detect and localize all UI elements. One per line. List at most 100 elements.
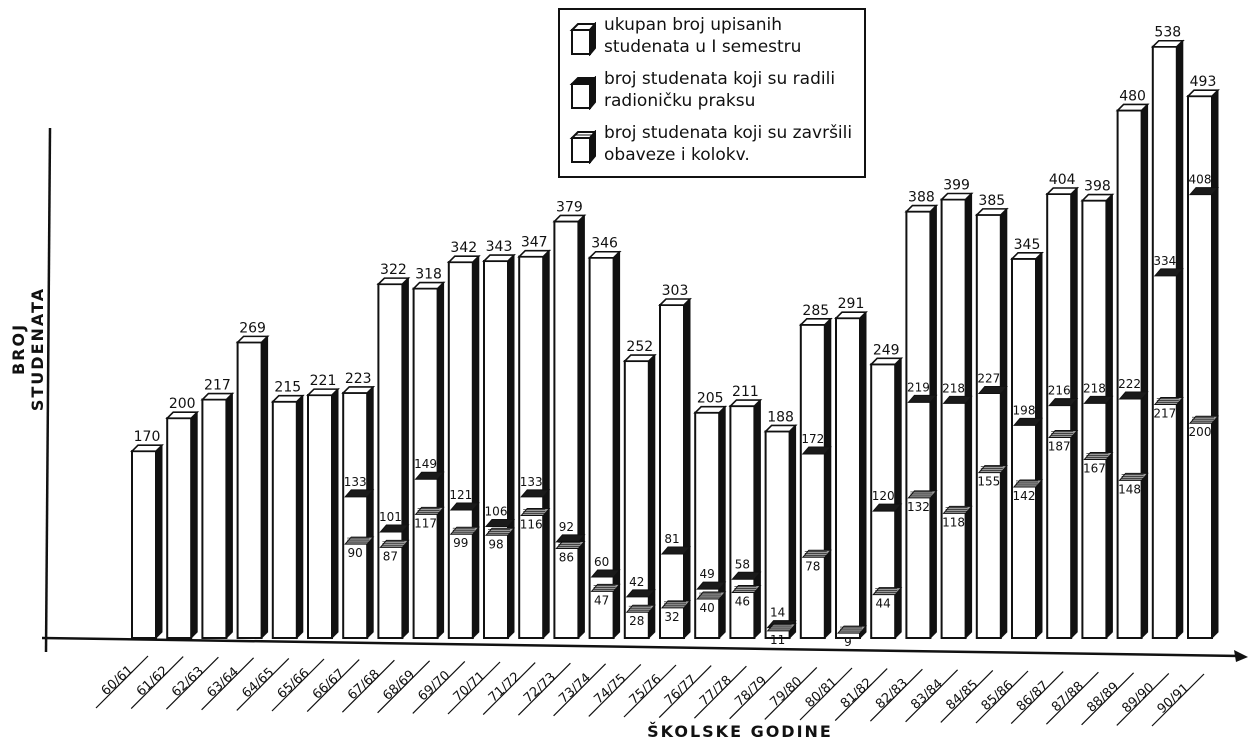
marker-practice	[872, 503, 903, 512]
marker-label-practice: 218	[942, 381, 965, 395]
x-tick-line	[201, 657, 255, 711]
bar-top	[1045, 187, 1080, 195]
bar	[342, 391, 369, 639]
bar	[1116, 109, 1143, 640]
x-tick-line	[341, 659, 395, 713]
marker-practice	[379, 524, 410, 533]
marker-practice	[1118, 391, 1149, 400]
x-tick-line	[271, 658, 325, 712]
marker-label-practice: 198	[1013, 403, 1036, 417]
x-tick-label: 74/75	[591, 671, 629, 707]
marker-label-completed: 142	[1013, 489, 1036, 503]
marker-label-practice: 121	[449, 488, 472, 502]
marker-label-completed: 78	[805, 559, 820, 573]
x-tick-label: 88/89	[1084, 680, 1122, 716]
bar	[377, 283, 404, 639]
marker-practice	[1048, 398, 1079, 407]
data-label: 303	[662, 283, 689, 299]
bar-top	[1150, 39, 1185, 48]
bar-top	[165, 411, 200, 420]
x-tick-label: 90/91	[1155, 681, 1193, 717]
marker-label-completed: 28	[629, 614, 644, 628]
data-label: 399	[943, 177, 970, 193]
marker-label-practice: 216	[1048, 384, 1071, 398]
x-tick-label: 79/80	[767, 674, 805, 710]
marker-label-completed: 11	[770, 633, 785, 647]
data-label: 388	[908, 190, 935, 206]
x-tick-label: 70/71	[451, 669, 489, 705]
marker-label-practice: 106	[485, 505, 508, 519]
marker-practice	[1012, 417, 1044, 426]
x-tick-line	[905, 669, 959, 723]
data-label: 215	[274, 380, 301, 396]
marker-label-completed: 117	[414, 516, 437, 530]
data-label: 493	[1190, 74, 1217, 90]
x-tick-line	[869, 668, 923, 722]
bar-top	[834, 311, 868, 319]
data-label: 480	[1119, 88, 1146, 104]
x-tick-label: 83/84	[908, 677, 946, 713]
bar	[518, 255, 545, 639]
bar-top	[552, 214, 587, 223]
x-tick-label: 81/82	[838, 675, 876, 711]
bar	[1011, 257, 1037, 639]
marker-practice	[907, 394, 938, 403]
bar-top	[235, 335, 270, 344]
marker-label-completed: 116	[520, 518, 543, 532]
chart-bars: 170 200 217 269 215 221 223 322 318 342 343 347 379 3…	[130, 25, 1220, 640]
marker-label-practice: 149	[414, 457, 437, 471]
x-tick-label: 60/61	[99, 663, 137, 699]
bar	[131, 450, 157, 640]
bar	[412, 287, 439, 639]
bar	[483, 260, 509, 639]
bar	[201, 398, 228, 639]
data-label: 223	[345, 371, 372, 387]
x-tick-line	[1010, 671, 1064, 725]
y-axis-label: BROJ STUDENATA	[9, 286, 47, 412]
x-tick-label: 89/90	[1119, 680, 1157, 716]
bar-top	[587, 250, 622, 259]
x-tick-line	[377, 660, 431, 714]
bar-top	[1186, 89, 1220, 97]
data-label: 538	[1154, 25, 1181, 41]
marker-label-practice: 120	[872, 489, 895, 503]
x-tick-label: 85/86	[979, 678, 1017, 714]
bar-top	[130, 444, 164, 452]
y-axis-line	[44, 127, 52, 653]
marker-practice	[625, 589, 656, 598]
marker-label-practice: 227	[977, 372, 1000, 386]
legend-item-total: ukupan broj upisanih studenata u I semes…	[568, 14, 864, 64]
marker-practice	[449, 502, 480, 511]
marker-practice	[977, 386, 1008, 395]
marker-label-practice: 81	[664, 532, 679, 546]
marker-practice	[1188, 187, 1220, 196]
bar-top	[693, 405, 728, 414]
data-label: 346	[591, 236, 618, 252]
marker-label-completed: 200	[1189, 425, 1212, 439]
x-tick-line	[623, 664, 677, 718]
x-tick-label: 62/63	[169, 664, 207, 700]
bar	[1151, 45, 1178, 640]
data-label: 200	[169, 396, 196, 412]
marker-label-completed: 46	[735, 594, 750, 608]
legend-swatch-completed	[569, 130, 596, 164]
data-label: 217	[204, 378, 231, 394]
bar-top	[728, 399, 763, 407]
x-axis-line	[41, 636, 1241, 658]
x-tick-label: 82/83	[873, 676, 911, 712]
data-label: 379	[556, 199, 583, 215]
x-tick-line	[1081, 672, 1135, 726]
x-tick-label: 64/65	[239, 665, 277, 701]
marker-label-practice: 58	[735, 557, 750, 571]
marker-practice	[731, 571, 762, 580]
marker-practice	[590, 569, 621, 578]
bar-top	[1080, 193, 1115, 202]
bar-top	[517, 249, 552, 258]
marker-label-completed: 148	[1118, 482, 1141, 496]
bar-top	[798, 317, 833, 326]
legend-label-total: ukupan broj upisanih studenata u I semes…	[604, 15, 802, 57]
bar-top	[200, 392, 235, 401]
marker-label-practice: 133	[344, 475, 367, 489]
x-tick-line	[975, 670, 1029, 724]
bar-top	[939, 192, 974, 201]
